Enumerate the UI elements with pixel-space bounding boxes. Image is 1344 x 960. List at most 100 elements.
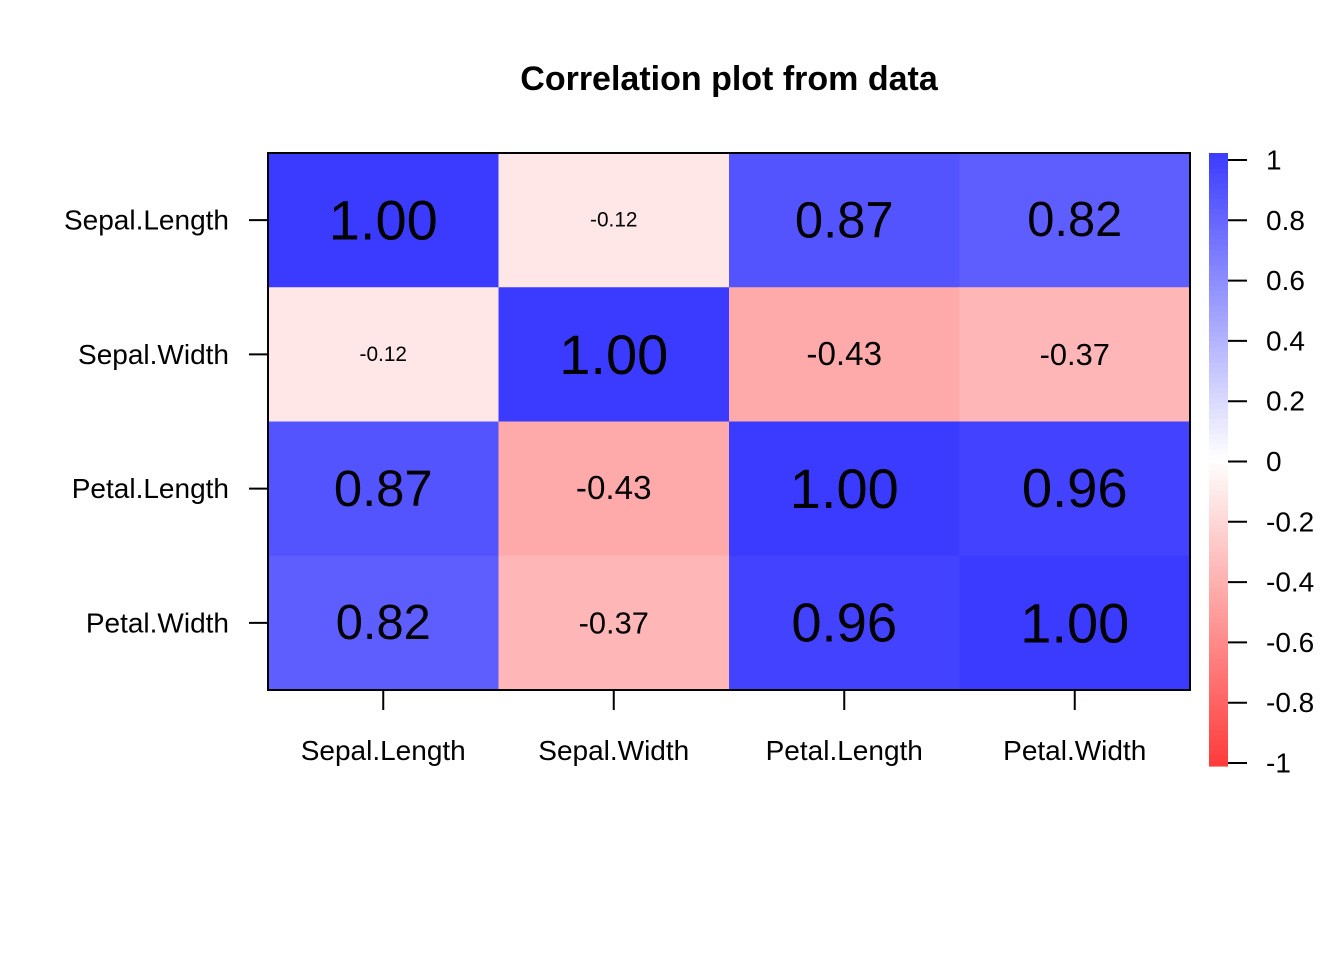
color-scale-segment <box>1209 556 1228 563</box>
scale-tick-label: -0.4 <box>1266 567 1314 598</box>
color-scale-segment <box>1209 418 1228 425</box>
color-scale-segment <box>1209 331 1228 338</box>
color-scale-segment <box>1209 674 1228 680</box>
row-tick-label: Sepal.Width <box>78 339 229 370</box>
color-scale-segment <box>1209 362 1228 369</box>
color-scale-segment <box>1209 495 1228 501</box>
color-scale-segment <box>1209 316 1228 323</box>
color-scale-segment <box>1209 515 1228 522</box>
cell-value-label: 1.00 <box>329 189 438 252</box>
color-scale-segment <box>1209 352 1228 358</box>
color-scale-segment <box>1209 444 1228 450</box>
cell-value-label: 1.00 <box>1020 591 1129 654</box>
color-scale-segment <box>1209 234 1228 241</box>
color-scale-segment <box>1209 730 1228 736</box>
heatmap-cell <box>959 421 1191 557</box>
cell-value-label: 0.87 <box>334 460 433 517</box>
plot-frame <box>267 152 1191 691</box>
color-scale-segment <box>1209 393 1228 399</box>
scale-tick-label: 0.4 <box>1266 325 1305 356</box>
color-scale-segment <box>1209 311 1228 318</box>
color-scale-segment <box>1209 377 1228 384</box>
color-scale-segment <box>1209 531 1228 537</box>
color-scale-segment <box>1209 628 1228 634</box>
color-scale-segment <box>1209 607 1228 614</box>
color-scale-segment <box>1209 740 1228 747</box>
color-scale-segment <box>1209 653 1228 660</box>
color-scale-segment <box>1209 275 1228 282</box>
color-scale-segment <box>1209 270 1228 277</box>
heatmap-cell <box>268 555 499 691</box>
color-scale-segment <box>1209 602 1228 609</box>
color-scale-legend: 1 0.8 0.6 0.4 0.2 0 -0.2 -0.4 -0.6 -0.8 -1 <box>1209 145 1314 779</box>
color-scale-segment <box>1209 485 1228 491</box>
color-scale-segment <box>1209 541 1228 547</box>
cell-value-label: -0.37 <box>579 605 649 640</box>
color-scale-segment <box>1209 193 1228 200</box>
color-scale-segment <box>1209 408 1228 415</box>
color-scale-segment <box>1209 204 1228 210</box>
color-scale-segment <box>1209 668 1228 675</box>
column-tick-label: Petal.Length <box>766 735 923 766</box>
heatmap-cell <box>268 287 499 422</box>
color-scale-segment <box>1209 449 1228 455</box>
color-scale-segment <box>1209 219 1228 226</box>
scale-tick-label: -1 <box>1266 748 1291 779</box>
color-scale-segment <box>1209 158 1228 164</box>
chart-title: Correlation plot from data <box>520 60 939 98</box>
color-scale-segment <box>1209 168 1228 175</box>
heatmap-cell <box>498 153 730 288</box>
color-scale-segment <box>1209 525 1228 532</box>
scale-tick-label: 0 <box>1266 446 1282 477</box>
color-scale-segment <box>1209 709 1228 716</box>
color-scale-segment <box>1209 428 1228 435</box>
heatmap-cells: 1.00 -0.12 0.87 0.82 -0.12 1.00 -0.43 -0.37 0.87… <box>268 153 1191 691</box>
color-scale-segment <box>1209 342 1228 348</box>
cell-value-label: -0.12 <box>590 209 637 232</box>
cell-value-label: 0.82 <box>1027 193 1122 247</box>
cell-value-label: 1.00 <box>559 323 668 386</box>
color-scale-segment <box>1209 153 1228 159</box>
column-tick-label: Sepal.Length <box>301 735 466 766</box>
color-scale-segment <box>1209 464 1228 471</box>
column-tick-label: Petal.Width <box>1003 735 1146 766</box>
color-scale-segment <box>1209 183 1228 190</box>
color-scale-segment <box>1209 413 1228 420</box>
column-tick-label: Sepal.Width <box>538 735 689 766</box>
color-scale-segment <box>1209 301 1228 307</box>
color-scale-segment <box>1209 454 1228 461</box>
column-axis: Sepal.Length Sepal.Width Petal.Length Petal… <box>301 690 1146 766</box>
cell-value-label: -0.12 <box>360 343 407 366</box>
color-scale-segment <box>1209 510 1228 517</box>
color-scale-segment <box>1209 357 1228 364</box>
color-scale-segment <box>1209 423 1228 430</box>
scale-tick-label: -0.8 <box>1266 687 1314 718</box>
color-scale-segment <box>1209 224 1228 231</box>
color-scale-segment <box>1209 658 1228 665</box>
row-tick-label: Sepal.Length <box>64 205 229 236</box>
color-scale-segment <box>1209 755 1228 762</box>
heatmap-cell <box>729 555 960 691</box>
color-scale-segment <box>1209 592 1228 599</box>
color-scale-segment <box>1209 280 1228 287</box>
color-scale-segment <box>1209 469 1228 476</box>
color-scale-segment <box>1209 296 1228 302</box>
color-scale-segment <box>1209 750 1228 757</box>
cell-value-label: 1.00 <box>790 457 899 520</box>
heatmap-cell <box>959 287 1191 422</box>
color-scale-segment <box>1209 566 1228 573</box>
cell-value-label: -0.43 <box>806 336 882 373</box>
color-scale-segment <box>1209 704 1228 711</box>
color-scale-segment <box>1209 163 1228 169</box>
cell-value-label: 0.82 <box>336 596 431 650</box>
cell-value-label: -0.37 <box>1040 337 1110 372</box>
color-scale-segment <box>1209 326 1228 333</box>
color-scale-segment <box>1209 290 1228 297</box>
color-scale-segment <box>1209 582 1228 588</box>
cell-value-label: 0.96 <box>1022 458 1128 519</box>
heatmap-cell <box>959 555 1191 691</box>
heatmap-cell <box>498 287 730 422</box>
color-scale-segment <box>1209 648 1228 655</box>
color-scale-segment <box>1209 505 1228 512</box>
